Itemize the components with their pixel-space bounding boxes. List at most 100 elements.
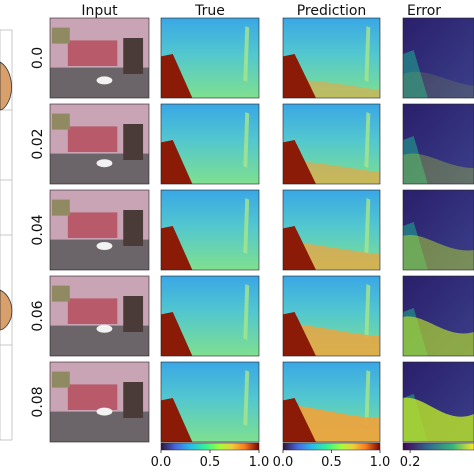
column-header-prediction: Prediction [297,3,367,19]
error-edge [403,136,428,184]
panel-prediction [282,275,381,357]
photo-bed [67,298,118,324]
error-hot-region [403,397,474,442]
colorbar-true [160,442,260,451]
left-cropped-panel [0,29,13,441]
panel-error [402,275,474,357]
photo-shelf [123,296,144,332]
error-hot-region [403,153,474,184]
photo-bed [67,384,118,410]
row-label-3: 0.06 [30,300,46,331]
photo-poster [51,285,70,302]
row-label-4: 0.08 [30,386,46,417]
panel-true [160,17,260,99]
prediction-near-corner [283,144,316,184]
photo-cloth [96,76,113,85]
error-frame [402,103,474,185]
error-hot-region [403,71,474,98]
photo-frame [49,17,150,99]
panel-true [160,189,260,271]
depth-pillar [364,112,371,168]
error-frame [402,361,474,443]
error-edge [403,50,428,98]
colorbar-tick-label: 0.5 [321,455,342,470]
row-labels: 0.0 0.02 0.04 0.06 0.08 [30,47,46,418]
depth-frame [160,103,260,185]
error-hot-region [403,316,474,356]
colorbar-tick-label: 0.0 [273,455,294,470]
photo-bed [67,212,118,238]
photo-cloth [96,242,113,250]
depth-near-corner [161,226,193,270]
prediction-near-corner [283,316,316,356]
panel-error [402,17,474,99]
photo-cloth [96,324,113,333]
photo-shelf [123,124,144,160]
panel-prediction [282,103,381,185]
depth-frame [282,103,381,185]
depth-pillar [243,112,250,168]
photo-bed [67,40,118,66]
photo-poster [51,27,70,44]
colorbar-tick-label: 1.0 [370,455,391,470]
column-header-input: Input [81,3,118,19]
panel-error [402,361,474,443]
colorbar-error [402,442,474,451]
panel-true [160,275,260,357]
colorbar-tick-label: 0.2 [400,455,421,470]
photo-cloth [96,159,113,168]
depth-pillar [364,370,371,426]
depth-near-corner [161,398,193,442]
colorbar-tick-label: 1.0 [249,455,270,470]
column-headers: Input True Prediction Error [81,3,441,19]
colorbar-tick-label: 0.5 [200,455,221,470]
depth-frame [282,361,381,443]
depth-frame [160,361,260,443]
panel-input [49,103,150,185]
photo-poster [51,199,70,216]
prediction-near-corner [283,402,316,442]
depth-near-corner [161,54,193,98]
depth-frame [160,275,260,357]
photo-frame [49,275,150,357]
panel-error [402,103,474,185]
row-label-0: 0.0 [30,47,46,69]
colorbar-prediction [282,442,381,451]
photo-shelf [123,38,144,74]
error-frame [402,275,474,357]
panel-input [49,361,150,443]
error-frame [402,189,474,271]
photo-cloth [96,407,113,416]
depth-pillar [364,198,371,254]
depth-near-corner [161,140,193,184]
photo-bed [67,126,118,152]
depth-near-corner [161,312,193,356]
colorbar-tick-label: 0.0 [151,455,172,470]
photo-frame [49,361,150,443]
photo-poster [51,371,70,388]
depth-frame [282,17,381,99]
depth-frame [160,17,260,99]
photo-frame [49,103,150,185]
depth-frame [160,189,260,271]
panel-prediction [282,361,381,443]
panel-input [49,275,150,357]
photo-frame [49,189,150,271]
panel-true [160,103,260,185]
depth-frame [282,275,381,357]
panel-row-1 [49,103,474,185]
panel-row-4 [49,361,474,443]
panel-row-0 [49,17,474,99]
error-hot-region [403,235,474,270]
depth-pillar [243,198,250,254]
depth-pillar [364,284,371,340]
panel-grid [49,17,474,443]
depth-pillar [243,284,250,340]
depth-pillar [243,26,250,82]
panel-row-3 [49,275,474,357]
prediction-near-corner [283,58,316,98]
panel-prediction [282,189,381,271]
depth-pillar [364,26,371,82]
panel-input [49,189,150,271]
